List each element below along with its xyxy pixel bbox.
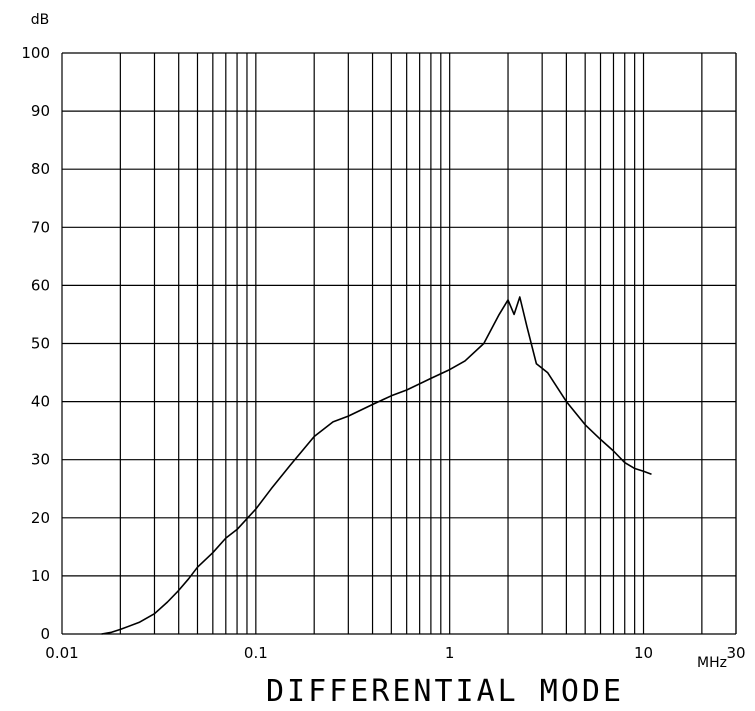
series-line (101, 296, 652, 635)
x-tick-label: 30 (726, 644, 745, 662)
x-tick-label: 10 (634, 644, 653, 662)
x-tick-label: 0.01 (45, 644, 78, 662)
y-tick-label: 40 (31, 393, 50, 411)
y-tick-label: 60 (31, 276, 50, 294)
y-tick-label: 20 (31, 509, 50, 527)
y-tick-label: 70 (31, 218, 50, 236)
x-axis-label: MHz (697, 655, 727, 671)
series-layer (101, 296, 652, 635)
y-tick-label: 90 (31, 102, 50, 120)
x-tick-labels: 0.01 0.1 1 10 30 (45, 644, 745, 662)
y-tick-label: 0 (40, 625, 50, 643)
y-tick-label: 80 (31, 160, 50, 178)
y-tick-label: 100 (21, 44, 50, 62)
grid (61, 52, 737, 635)
y-tick-label: 30 (31, 451, 50, 469)
y-tick-label: 10 (31, 567, 50, 585)
chart-title: DIFFERENTIAL MODE (266, 674, 624, 709)
y-axis-label: dB (31, 12, 50, 28)
x-tick-label: 0.1 (244, 644, 268, 662)
y-tick-labels: 0 10 20 30 40 50 60 70 80 90 100 (21, 44, 50, 643)
y-tick-label: 50 (31, 335, 50, 353)
x-tick-label: 1 (445, 644, 455, 662)
